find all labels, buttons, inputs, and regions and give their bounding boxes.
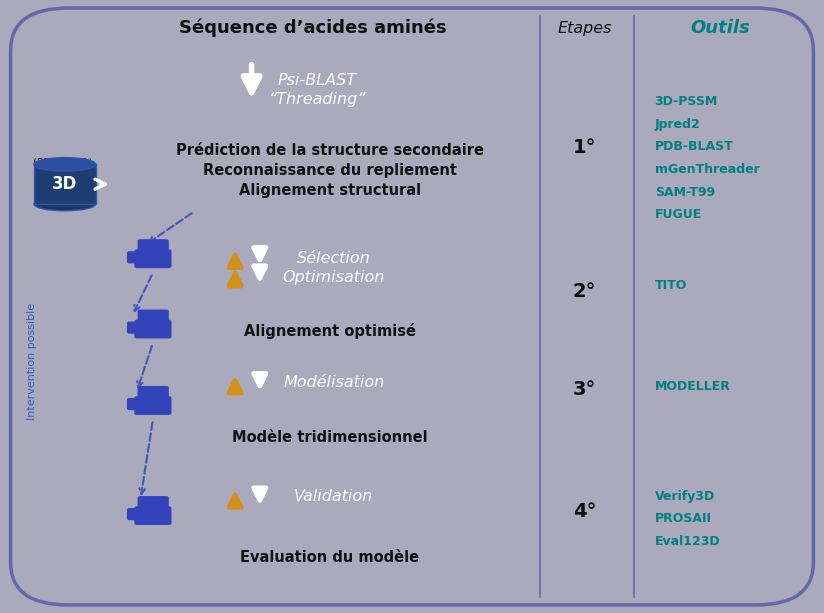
Polygon shape: [34, 164, 96, 204]
FancyBboxPatch shape: [152, 310, 162, 324]
FancyBboxPatch shape: [145, 310, 155, 324]
Text: TITO: TITO: [655, 278, 687, 292]
FancyBboxPatch shape: [152, 496, 162, 511]
FancyBboxPatch shape: [11, 8, 813, 605]
FancyBboxPatch shape: [159, 239, 169, 254]
Text: Etapes: Etapes: [558, 21, 612, 36]
Text: “Threading”: “Threading”: [269, 93, 366, 107]
Text: Jpred2: Jpred2: [655, 118, 700, 131]
Text: Alignement optimisé: Alignement optimisé: [244, 323, 416, 339]
Text: Alignement structural: Alignement structural: [239, 183, 421, 199]
FancyBboxPatch shape: [134, 506, 171, 525]
Text: 1°: 1°: [573, 138, 597, 157]
FancyBboxPatch shape: [127, 251, 137, 264]
Text: MODELLER: MODELLER: [655, 379, 731, 392]
FancyBboxPatch shape: [159, 386, 169, 401]
Text: Modélisation: Modélisation: [283, 375, 385, 390]
Text: 3D-PSSM: 3D-PSSM: [655, 95, 718, 108]
Text: FUGUE: FUGUE: [655, 208, 702, 221]
FancyBboxPatch shape: [159, 310, 169, 324]
Text: Séquence d’acides aminés: Séquence d’acides aminés: [180, 19, 447, 37]
Text: SAM-T99: SAM-T99: [655, 186, 714, 199]
FancyBboxPatch shape: [134, 320, 171, 338]
Ellipse shape: [34, 197, 96, 211]
Text: Evaluation du modèle: Evaluation du modèle: [240, 550, 419, 565]
FancyBboxPatch shape: [127, 508, 137, 520]
FancyBboxPatch shape: [134, 249, 171, 268]
FancyBboxPatch shape: [145, 239, 155, 254]
Text: Sélection: Sélection: [297, 251, 371, 266]
FancyBboxPatch shape: [138, 386, 147, 401]
Text: 4°: 4°: [573, 502, 597, 521]
Text: Prédiction de la structure secondaire: Prédiction de la structure secondaire: [176, 143, 484, 158]
Text: 2°: 2°: [573, 282, 597, 301]
Text: Modèle tridimensionnel: Modèle tridimensionnel: [232, 430, 428, 446]
Text: 3°: 3°: [573, 379, 597, 398]
FancyBboxPatch shape: [152, 239, 162, 254]
Text: 3D: 3D: [52, 175, 77, 193]
Text: Psi-BLAST: Psi-BLAST: [278, 73, 357, 88]
Text: Outils: Outils: [691, 19, 751, 37]
Text: Verify3D: Verify3D: [655, 490, 715, 503]
Ellipse shape: [34, 158, 96, 171]
FancyBboxPatch shape: [145, 496, 155, 511]
FancyBboxPatch shape: [138, 496, 147, 511]
FancyBboxPatch shape: [127, 398, 137, 410]
FancyBboxPatch shape: [127, 321, 137, 333]
FancyBboxPatch shape: [138, 310, 147, 324]
Text: (PDB, MSD): (PDB, MSD): [33, 158, 92, 168]
Text: Validation: Validation: [294, 489, 373, 504]
Text: Eval123D: Eval123D: [655, 535, 720, 548]
FancyBboxPatch shape: [145, 386, 155, 401]
Text: Reconnaissance du repliement: Reconnaissance du repliement: [203, 163, 456, 178]
FancyBboxPatch shape: [138, 239, 147, 254]
Text: mGenThreader: mGenThreader: [655, 163, 760, 176]
Text: PROSAII: PROSAII: [655, 512, 712, 525]
FancyBboxPatch shape: [134, 396, 171, 415]
Text: Intervention possible: Intervention possible: [27, 303, 37, 420]
FancyBboxPatch shape: [159, 496, 169, 511]
Text: Optimisation: Optimisation: [283, 270, 385, 284]
Text: PDB-BLAST: PDB-BLAST: [655, 140, 733, 153]
FancyBboxPatch shape: [152, 386, 162, 401]
